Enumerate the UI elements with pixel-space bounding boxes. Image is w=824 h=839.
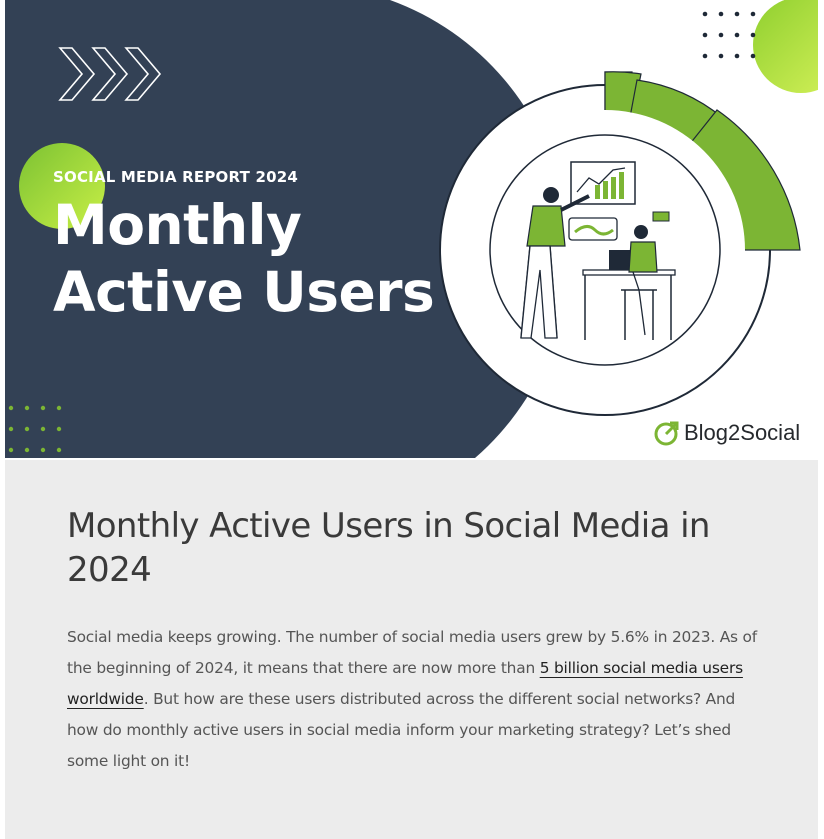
billion-users-link[interactable]: 5 billion social media users worldwide: [67, 659, 743, 708]
article-body-text-1: Social media keeps growing. The number o…: [67, 628, 757, 677]
dot-grid-icon: [8, 405, 62, 453]
article-section: Monthly Active Users in Social Media in …: [5, 460, 818, 839]
article-title: Monthly Active Users in Social Media in …: [67, 506, 710, 590]
hero-title: Monthly Active Users: [53, 192, 435, 326]
brand-name: Blog2Social: [684, 420, 801, 445]
hero-banner: SOCIAL MEDIA REPORT 2024 Monthly Active …: [5, 0, 818, 460]
lime-circle: [19, 143, 105, 229]
article-body: Social media keeps growing. The number o…: [67, 622, 767, 777]
article-body-text-2: . But how are these users distributed ac…: [67, 690, 736, 770]
hero-title-line-2: Active Users: [53, 260, 435, 324]
brand-logo[interactable]: Blog2Social: [654, 420, 800, 446]
lime-circle-top-right: [753, 0, 818, 93]
dot-grid-top-right-icon: [702, 11, 756, 59]
chevrons-right-icon: [58, 47, 162, 101]
report-kicker: SOCIAL MEDIA REPORT 2024: [53, 168, 298, 186]
navy-background-shape: [5, 0, 569, 458]
blog2social-logo-icon: [654, 421, 679, 446]
hero-artwork: [5, 0, 818, 458]
presentation-illustration: [439, 71, 801, 416]
hero-title-line-1: Monthly: [53, 193, 302, 257]
